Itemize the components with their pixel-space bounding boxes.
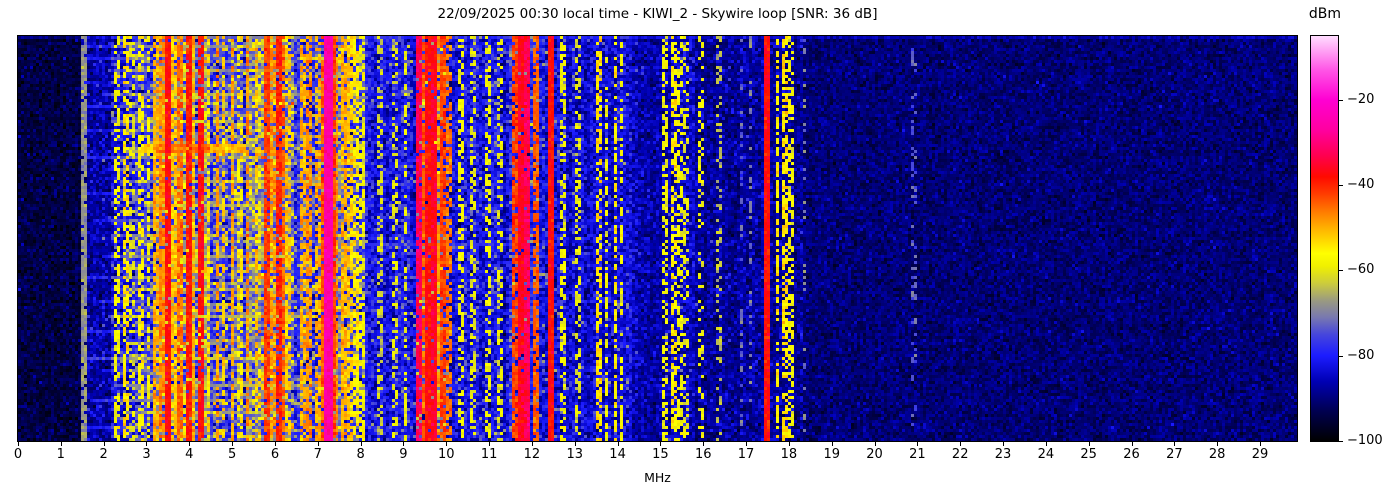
x-tick bbox=[617, 442, 619, 446]
x-tick-label: 16 bbox=[694, 447, 712, 462]
x-tick-label: 17 bbox=[737, 447, 755, 462]
x-tick-label: 29 bbox=[1251, 447, 1269, 462]
x-tick bbox=[746, 442, 748, 446]
x-tick-label: 19 bbox=[823, 447, 840, 462]
x-tick-label: 13 bbox=[566, 447, 584, 462]
colorbar-tick bbox=[1339, 99, 1343, 101]
waterfall-canvas bbox=[18, 36, 1297, 441]
x-tick-label: 23 bbox=[994, 447, 1012, 462]
x-tick-label: 28 bbox=[1208, 447, 1226, 462]
x-tick-label: 3 bbox=[142, 447, 151, 462]
x-axis-label: MHz bbox=[644, 470, 671, 485]
x-tick bbox=[274, 442, 276, 446]
colorbar-tick-label: −80 bbox=[1347, 347, 1375, 363]
x-tick bbox=[489, 442, 491, 446]
x-tick-label: 2 bbox=[99, 447, 108, 462]
x-tick-label: 26 bbox=[1123, 447, 1140, 462]
x-tick bbox=[1260, 442, 1261, 446]
colorbar-tick-label: −100 bbox=[1347, 433, 1383, 448]
x-tick bbox=[1003, 442, 1005, 446]
colorbar-tick-label: −20 bbox=[1347, 91, 1375, 107]
x-tick-label: 18 bbox=[780, 447, 798, 462]
x-tick bbox=[1088, 442, 1090, 446]
x-tick bbox=[403, 442, 405, 446]
x-tick-label: 24 bbox=[1037, 447, 1055, 462]
x-tick bbox=[960, 442, 962, 446]
colorbar-tick bbox=[1339, 270, 1343, 272]
colorbar-tick-label: −40 bbox=[1347, 177, 1375, 193]
colorbar-tick bbox=[1339, 355, 1343, 357]
x-tick-label: 25 bbox=[1080, 447, 1097, 462]
x-tick bbox=[232, 442, 234, 446]
x-tick bbox=[1131, 442, 1133, 446]
colorbar-tick bbox=[1339, 441, 1343, 442]
x-tick bbox=[446, 442, 448, 446]
x-tick-label: 20 bbox=[866, 447, 883, 462]
x-tick-label: 5 bbox=[227, 447, 237, 462]
x-tick bbox=[831, 442, 833, 446]
x-tick-label: 11 bbox=[480, 447, 498, 462]
x-tick-label: 0 bbox=[13, 447, 23, 462]
x-tick bbox=[574, 442, 576, 446]
x-tick bbox=[360, 442, 362, 446]
colorbar-gradient bbox=[1310, 35, 1339, 442]
colorbar-tick-label: −60 bbox=[1347, 262, 1375, 278]
x-tick-label: 4 bbox=[185, 447, 194, 462]
colorbar-tick bbox=[1339, 185, 1343, 187]
x-tick-label: 6 bbox=[270, 447, 280, 462]
x-tick bbox=[317, 442, 319, 446]
x-tick-label: 12 bbox=[523, 447, 541, 462]
x-tick-label: 22 bbox=[951, 447, 969, 462]
x-tick bbox=[531, 442, 533, 446]
x-tick-label: 14 bbox=[609, 447, 626, 462]
x-tick bbox=[788, 442, 790, 446]
x-tick bbox=[60, 442, 62, 446]
x-tick bbox=[703, 442, 705, 446]
x-tick bbox=[917, 442, 919, 446]
x-tick bbox=[146, 442, 148, 446]
x-tick bbox=[189, 442, 191, 446]
x-tick-label: 27 bbox=[1166, 447, 1183, 462]
x-tick-label: 15 bbox=[652, 447, 669, 462]
x-tick bbox=[103, 442, 105, 446]
x-tick-label: 21 bbox=[909, 447, 926, 462]
x-tick bbox=[660, 442, 662, 446]
plot-area bbox=[17, 35, 1298, 442]
x-tick-label: 10 bbox=[437, 447, 455, 462]
colorbar-unit-label: dBm bbox=[1308, 6, 1342, 22]
x-tick bbox=[1217, 442, 1219, 446]
x-tick-label: 9 bbox=[399, 447, 408, 462]
x-tick-label: 1 bbox=[56, 447, 65, 462]
chart-title: 22/09/2025 00:30 local time - KIWI_2 - S… bbox=[437, 6, 878, 22]
x-tick-label: 8 bbox=[356, 447, 365, 462]
x-tick bbox=[1045, 442, 1047, 446]
x-tick bbox=[874, 442, 876, 446]
x-tick bbox=[18, 442, 19, 446]
x-tick-label: 7 bbox=[313, 447, 322, 462]
x-tick bbox=[1174, 442, 1176, 446]
